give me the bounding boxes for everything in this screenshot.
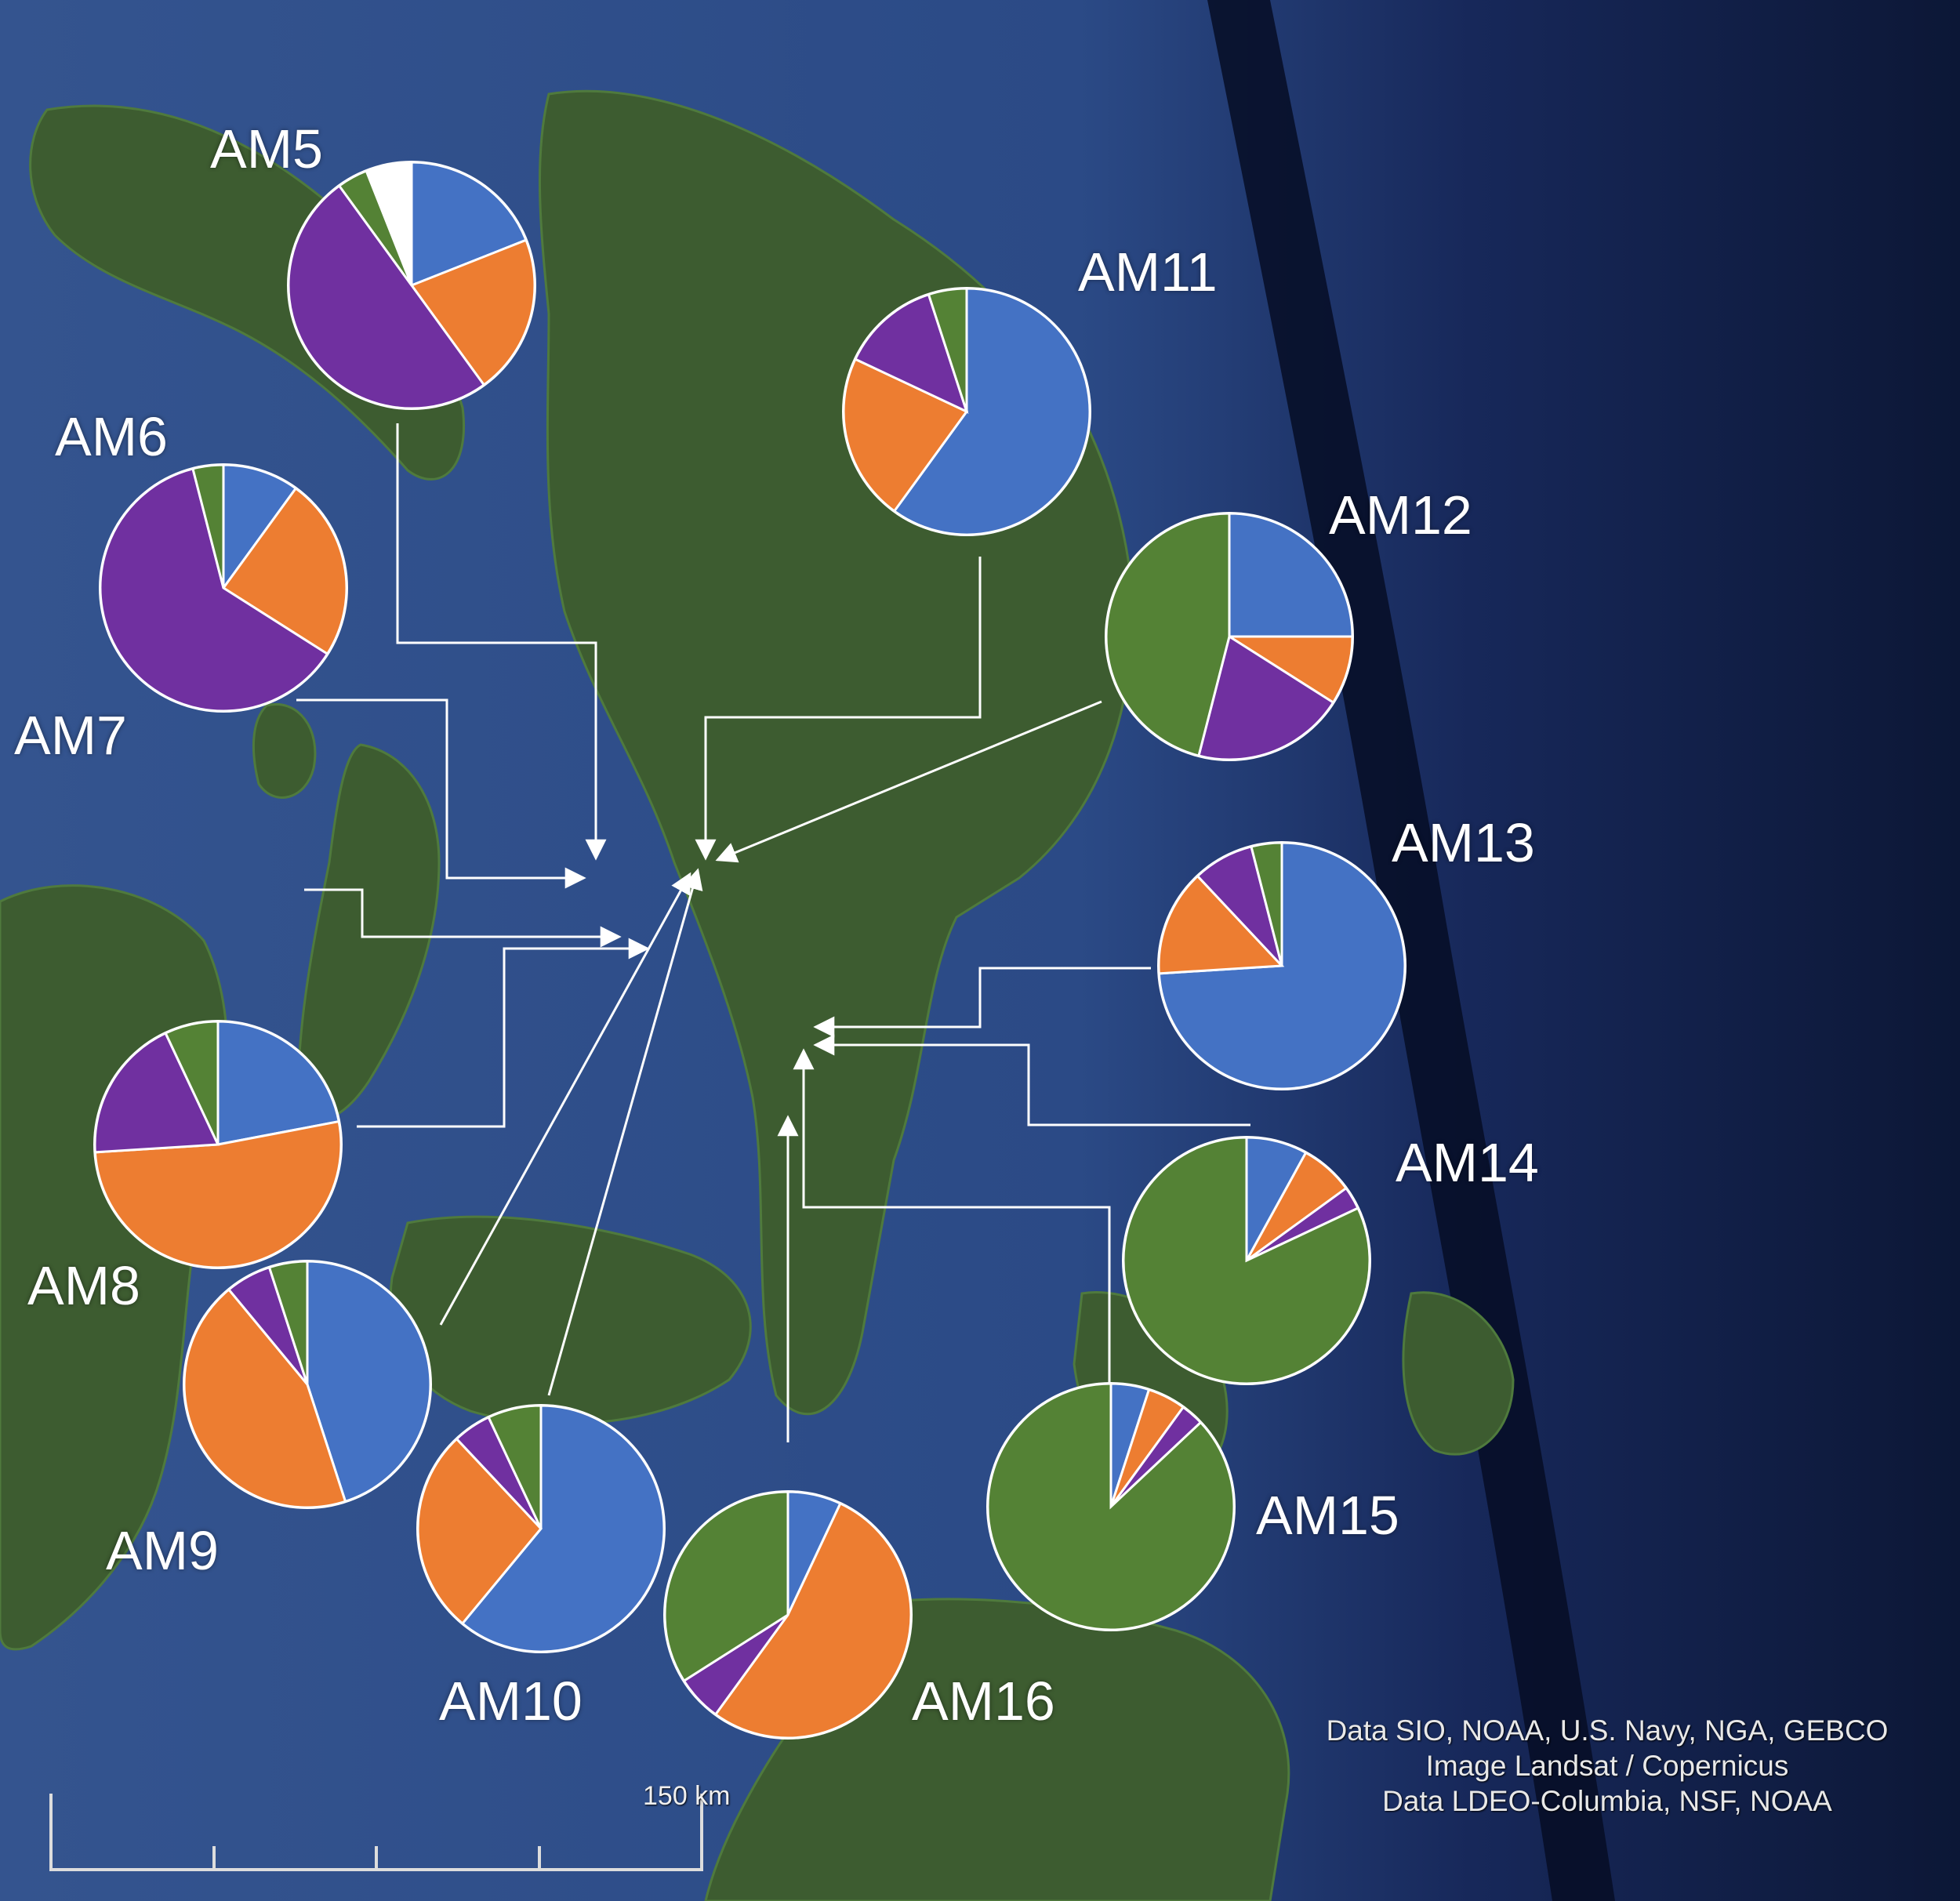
pie-slice — [306, 1260, 432, 1504]
pie-am6 — [99, 463, 348, 713]
connector-am6 — [296, 698, 586, 889]
pie-slice — [191, 463, 225, 589]
pie-slice — [183, 1287, 347, 1509]
pie-slice — [1225, 635, 1354, 705]
site-label-am5: AM5 — [210, 118, 323, 180]
pie-slice — [1157, 874, 1285, 975]
site-label-am10: AM10 — [439, 1671, 583, 1732]
connector-am8 — [357, 938, 650, 1128]
credit-line: Data SIO, NOAA, U.S. Navy, NGA, GEBCO — [1326, 1714, 1889, 1747]
pie-slice — [93, 1031, 220, 1154]
pie-slice — [1228, 512, 1354, 638]
site-label-am13: AM13 — [1392, 812, 1535, 873]
pie-slice — [487, 1404, 543, 1529]
scale-label: 150 km — [643, 1781, 731, 1811]
site-label-am14: AM14 — [1396, 1132, 1539, 1193]
pie-slice — [713, 1501, 913, 1740]
site-label-am12: AM12 — [1329, 484, 1472, 546]
connector-am10 — [547, 868, 703, 1396]
connector-am14 — [813, 1034, 1250, 1126]
pie-slice — [460, 1404, 666, 1653]
credit-line: Data LDEO-Columbia, NSF, NOAA — [1382, 1785, 1832, 1817]
site-label-am7: AM7 — [14, 705, 127, 766]
pie-am5 — [287, 161, 536, 410]
credit-line: Image Landsat / Copernicus — [1425, 1750, 1789, 1782]
connector-am5 — [396, 423, 607, 861]
pie-slice — [986, 1382, 1236, 1631]
pie-slice — [892, 287, 1091, 536]
pie-slice — [409, 238, 536, 387]
pie-am13 — [1157, 841, 1406, 1090]
land-east-island — [1402, 1291, 1515, 1456]
pie-slice — [99, 467, 329, 713]
pie-slice — [216, 1020, 340, 1146]
pie-slice — [927, 287, 968, 412]
pie-slice — [337, 169, 413, 286]
pie-slice — [267, 1260, 309, 1385]
pie-am16 — [663, 1490, 913, 1740]
pie-am12 — [1105, 512, 1354, 761]
connector-am13 — [813, 967, 1151, 1038]
pie-am14 — [1122, 1136, 1371, 1385]
connector-am7 — [304, 888, 622, 948]
pie-slice — [287, 183, 486, 410]
site-label-am9: AM9 — [106, 1520, 219, 1581]
pie-slice — [410, 161, 528, 288]
pie-slice — [164, 1020, 220, 1145]
pie-am9 — [183, 1260, 432, 1509]
connector-am11 — [695, 557, 982, 861]
pie-slice — [1250, 841, 1283, 967]
pie-am15 — [986, 1382, 1236, 1631]
pie-slice — [1105, 512, 1231, 757]
pie-am8 — [93, 1020, 343, 1269]
scale-bar — [49, 1794, 703, 1871]
connector-lines — [296, 423, 1250, 1442]
site-label-am6: AM6 — [55, 406, 168, 467]
site-label-am11: AM11 — [1078, 241, 1218, 303]
pie-slice — [221, 486, 348, 656]
pie-slice — [853, 292, 969, 414]
pie-slice — [1197, 634, 1335, 761]
map-credits: Data SIO, NOAA, U.S. Navy, NGA, GEBCO Im… — [1254, 1713, 1960, 1819]
connector-am15 — [793, 1048, 1111, 1388]
pie-slice — [93, 1119, 343, 1269]
land-small-west — [252, 703, 317, 799]
site-label-am15: AM15 — [1256, 1485, 1399, 1546]
connector-am12 — [715, 700, 1102, 863]
pie-am11 — [842, 287, 1091, 536]
ocean-trench — [1207, 0, 1615, 1901]
pie-slice — [416, 1437, 543, 1626]
pie-slice — [222, 463, 298, 592]
connector-am9 — [439, 872, 691, 1326]
pie-slice — [1122, 1136, 1371, 1385]
site-label-am8: AM8 — [27, 1255, 140, 1316]
pie-slice — [663, 1490, 789, 1683]
pie-am10 — [416, 1404, 666, 1653]
pie-charts — [93, 161, 1406, 1740]
site-label-am16: AM16 — [912, 1671, 1055, 1732]
